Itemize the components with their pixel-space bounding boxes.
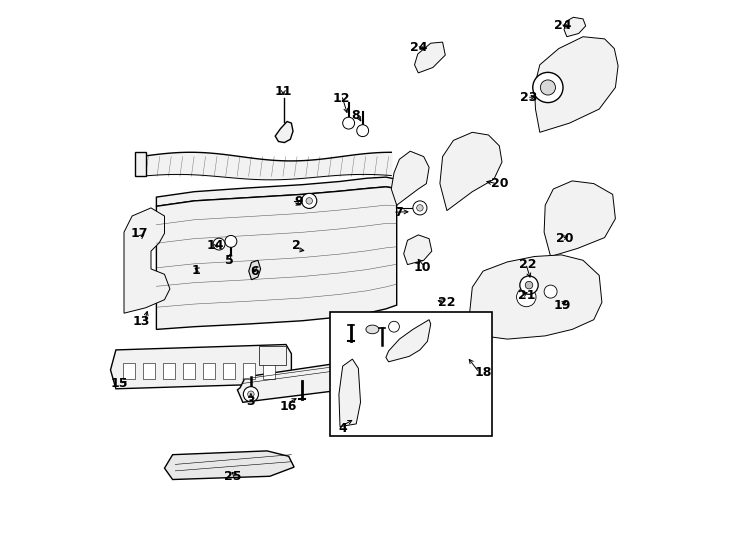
FancyBboxPatch shape — [330, 312, 493, 436]
Polygon shape — [415, 42, 446, 73]
Bar — [264, 363, 275, 379]
Text: 2: 2 — [292, 239, 301, 252]
Circle shape — [247, 391, 254, 397]
Text: 15: 15 — [111, 377, 128, 390]
Circle shape — [544, 285, 557, 298]
Circle shape — [244, 387, 258, 402]
Polygon shape — [156, 187, 396, 329]
Bar — [243, 363, 255, 379]
Text: 25: 25 — [225, 470, 241, 483]
Circle shape — [417, 205, 424, 211]
Text: 12: 12 — [333, 92, 350, 105]
Polygon shape — [259, 346, 286, 365]
Text: 22: 22 — [519, 258, 537, 271]
Text: 6: 6 — [250, 265, 259, 278]
Circle shape — [343, 117, 355, 129]
Polygon shape — [386, 320, 431, 362]
Polygon shape — [156, 177, 396, 206]
Polygon shape — [275, 122, 293, 143]
Text: 20: 20 — [490, 177, 508, 190]
Bar — [203, 363, 215, 379]
Bar — [163, 363, 175, 379]
Bar — [223, 363, 235, 379]
Circle shape — [225, 235, 237, 247]
Polygon shape — [249, 260, 261, 280]
Text: 14: 14 — [207, 239, 225, 252]
Polygon shape — [534, 37, 618, 132]
Circle shape — [413, 201, 427, 215]
Circle shape — [306, 198, 313, 204]
Text: 9: 9 — [294, 195, 302, 208]
Text: 8: 8 — [352, 109, 360, 122]
Circle shape — [533, 72, 563, 103]
Text: 1: 1 — [192, 264, 200, 276]
Text: 24: 24 — [553, 19, 571, 32]
Text: 18: 18 — [475, 366, 493, 379]
Polygon shape — [237, 363, 346, 402]
Polygon shape — [391, 151, 429, 205]
Polygon shape — [564, 17, 586, 37]
Ellipse shape — [366, 325, 379, 334]
Text: 19: 19 — [553, 299, 570, 312]
Text: 13: 13 — [133, 315, 150, 328]
Polygon shape — [111, 345, 291, 389]
Circle shape — [526, 281, 533, 289]
Text: 24: 24 — [410, 41, 428, 54]
Text: 5: 5 — [225, 254, 233, 267]
Bar — [123, 363, 135, 379]
Polygon shape — [404, 235, 432, 265]
Polygon shape — [164, 451, 294, 480]
Circle shape — [540, 80, 556, 95]
Polygon shape — [440, 132, 502, 211]
Text: 22: 22 — [438, 296, 456, 309]
Text: 4: 4 — [338, 422, 347, 435]
Circle shape — [357, 125, 368, 137]
Text: 23: 23 — [520, 91, 538, 104]
Bar — [143, 363, 155, 379]
Text: 17: 17 — [131, 227, 148, 240]
Circle shape — [517, 287, 536, 307]
Text: 10: 10 — [413, 261, 431, 274]
Text: 3: 3 — [247, 395, 255, 408]
Polygon shape — [135, 152, 145, 176]
Polygon shape — [124, 208, 170, 313]
Bar — [183, 363, 195, 379]
Text: 16: 16 — [280, 400, 297, 413]
Polygon shape — [339, 359, 360, 427]
Polygon shape — [544, 181, 615, 256]
Text: 20: 20 — [556, 232, 573, 245]
Circle shape — [520, 276, 538, 294]
Text: 7: 7 — [394, 206, 403, 219]
Polygon shape — [470, 255, 602, 339]
Circle shape — [213, 238, 225, 250]
Text: 11: 11 — [275, 85, 292, 98]
Text: 21: 21 — [517, 289, 535, 302]
Circle shape — [388, 321, 399, 332]
Circle shape — [302, 193, 317, 208]
